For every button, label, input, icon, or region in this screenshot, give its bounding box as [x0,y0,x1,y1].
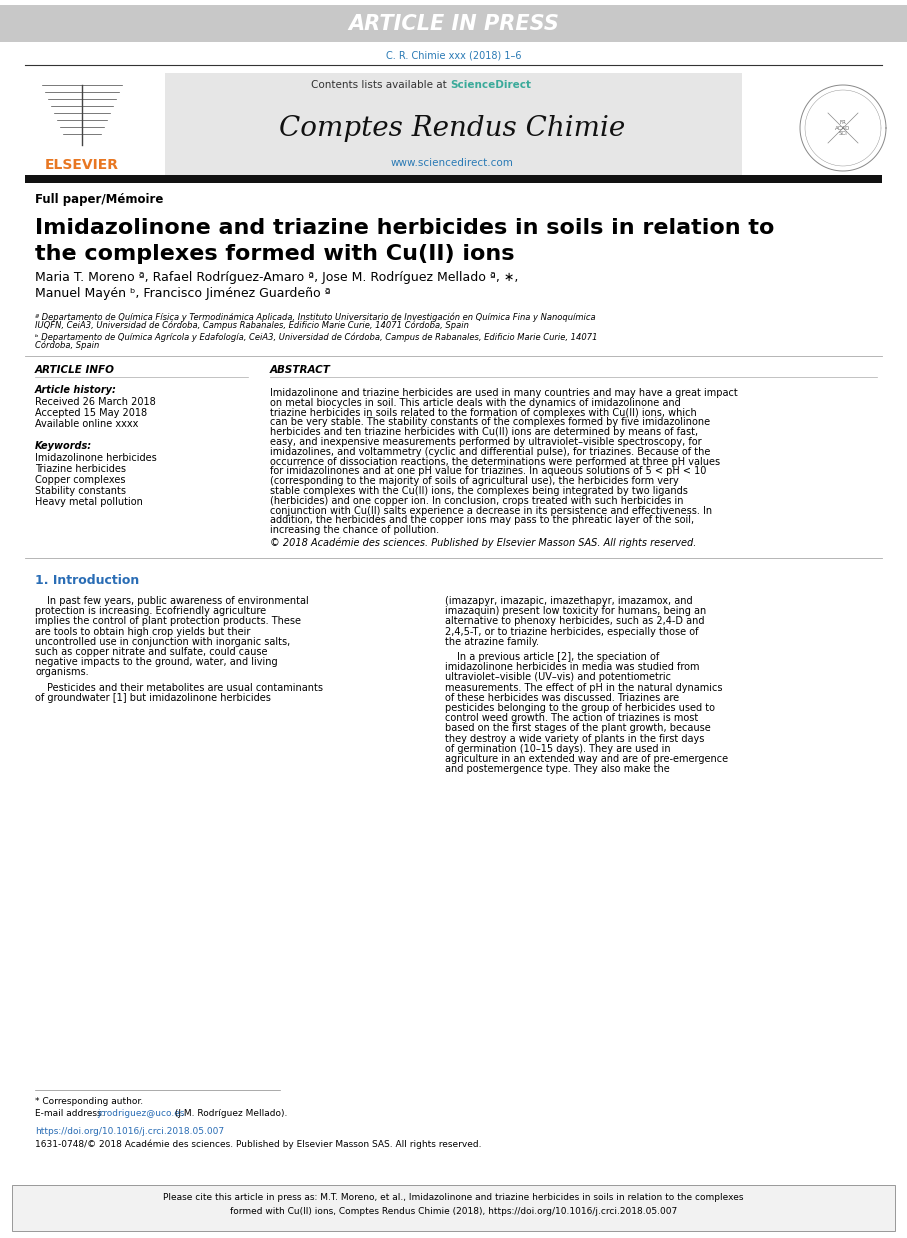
Text: implies the control of plant protection products. These: implies the control of plant protection … [35,617,301,626]
Text: ª Departamento de Química Física y Termodinámica Aplicada, Instituto Universitar: ª Departamento de Química Física y Termo… [35,312,596,322]
Bar [12,1185,895,1231]
Text: https://doi.org/10.1016/j.crci.2018.05.007: https://doi.org/10.1016/j.crci.2018.05.0… [35,1128,224,1136]
Text: Full paper/Mémoire: Full paper/Mémoire [35,193,163,207]
Text: Available online xxxx: Available online xxxx [35,418,139,430]
Text: In a previous article [2], the speciation of: In a previous article [2], the speciatio… [457,652,659,662]
Text: Contents lists available at: Contents lists available at [311,80,450,90]
Text: Manuel Mayén ᵇ, Francisco Jiménez Guardeño ª: Manuel Mayén ᵇ, Francisco Jiménez Guarde… [35,286,331,300]
Text: occurrence of dissociation reactions, the determinations were performed at three: occurrence of dissociation reactions, th… [270,457,720,467]
Text: FR
ACAD
SCI: FR ACAD SCI [835,120,851,136]
Text: Accepted 15 May 2018: Accepted 15 May 2018 [35,409,147,418]
Text: stable complexes with the Cu(II) ions, the complexes being integrated by two lig: stable complexes with the Cu(II) ions, t… [270,487,688,496]
Text: (imazapyr, imazapic, imazethapyr, imazamox, and: (imazapyr, imazapic, imazethapyr, imazam… [445,595,693,605]
Text: ABSTRACT: ABSTRACT [270,365,331,375]
Text: of these herbicides was discussed. Triazines are: of these herbicides was discussed. Triaz… [445,693,679,703]
Text: organisms.: organisms. [35,667,89,677]
Text: (herbicides) and one copper ion. In conclusion, crops treated with such herbicid: (herbicides) and one copper ion. In conc… [270,495,684,506]
Text: can be very stable. The stability constants of the complexes formed by five imid: can be very stable. The stability consta… [270,417,710,427]
Text: Comptes Rendus Chimie: Comptes Rendus Chimie [278,114,625,141]
Bar [25,73,140,155]
Text: control weed growth. The action of triazines is most: control weed growth. The action of triaz… [445,713,698,723]
Text: (J.M. Rodríguez Mellado).: (J.M. Rodríguez Mellado). [172,1109,288,1118]
Text: herbicides and ten triazine herbicides with Cu(II) ions are determined by means : herbicides and ten triazine herbicides w… [270,427,698,437]
Text: imidazolinone herbicides in media was studied from: imidazolinone herbicides in media was st… [445,662,699,672]
Text: 1631-0748/© 2018 Académie des sciences. Published by Elsevier Masson SAS. All ri: 1631-0748/© 2018 Académie des sciences. … [35,1139,482,1149]
Text: measurements. The effect of pH in the natural dynamics: measurements. The effect of pH in the na… [445,682,723,692]
Text: agriculture in an extended way and are of pre-emergence: agriculture in an extended way and are o… [445,754,728,764]
Text: 1. Introduction: 1. Introduction [35,573,140,587]
Text: Please cite this article in press as: M.T. Moreno, et al., Imidazolinone and tri: Please cite this article in press as: M.… [163,1193,744,1202]
Text: Triazine herbicides: Triazine herbicides [35,464,126,474]
Text: conjunction with Cu(II) salts experience a decrease in its persistence and effec: conjunction with Cu(II) salts experience… [270,505,712,515]
Bar [25,175,882,183]
Text: ultraviolet–visible (UV–vis) and potentiometric: ultraviolet–visible (UV–vis) and potenti… [445,672,671,682]
Text: of germination (10–15 days). They are used in: of germination (10–15 days). They are us… [445,744,670,754]
Text: on metal biocycles in soil. This article deals with the dynamics of imidazolinon: on metal biocycles in soil. This article… [270,397,681,407]
Text: Pesticides and their metabolites are usual contaminants: Pesticides and their metabolites are usu… [47,682,323,692]
Text: protection is increasing. Ecofriendly agriculture: protection is increasing. Ecofriendly ag… [35,607,266,617]
Text: Imidazolinone and triazine herbicides in soils in relation to: Imidazolinone and triazine herbicides in… [35,218,775,238]
Text: ARTICLE INFO: ARTICLE INFO [35,365,115,375]
Text: © 2018 Académie des sciences. Published by Elsevier Masson SAS. All rights reser: © 2018 Académie des sciences. Published … [270,539,697,548]
Text: addition, the herbicides and the copper ions may pass to the phreatic layer of t: addition, the herbicides and the copper … [270,515,694,525]
Text: pesticides belonging to the group of herbicides used to: pesticides belonging to the group of her… [445,703,715,713]
Text: are tools to obtain high crop yields but their: are tools to obtain high crop yields but… [35,626,250,636]
Text: and postemergence type. They also make the: and postemergence type. They also make t… [445,764,669,774]
Text: based on the first stages of the plant growth, because: based on the first stages of the plant g… [445,723,711,733]
Text: uncontrolled use in conjunction with inorganic salts,: uncontrolled use in conjunction with ino… [35,636,290,646]
Text: ᵇ Departamento de Química Agrícola y Edafología, CeiA3, Universidad de Córdoba, : ᵇ Departamento de Química Agrícola y Eda… [35,332,598,342]
Text: increasing the chance of pollution.: increasing the chance of pollution. [270,525,439,535]
Text: Heavy metal pollution: Heavy metal pollution [35,496,143,508]
Text: Imidazolinone and triazine herbicides are used in many countries and may have a : Imidazolinone and triazine herbicides ar… [270,387,737,397]
Bar [165,73,742,175]
Text: In past few years, public awareness of environmental: In past few years, public awareness of e… [47,595,308,605]
Text: IUQFN, CeiA3, Universidad de Córdoba, Campus Rabanales, Edificio Marie Curie, 14: IUQFN, CeiA3, Universidad de Córdoba, Ca… [35,321,469,331]
Text: imazaquin) present low toxicity for humans, being an: imazaquin) present low toxicity for huma… [445,607,707,617]
Text: Received 26 March 2018: Received 26 March 2018 [35,397,156,407]
Text: they destroy a wide variety of plants in the first days: they destroy a wide variety of plants in… [445,734,705,744]
Text: ARTICLE IN PRESS: ARTICLE IN PRESS [348,14,559,33]
Text: (corresponding to the majority of soils of agricultural use), the herbicides for: (corresponding to the majority of soils … [270,477,678,487]
Text: Article history:: Article history: [35,385,117,395]
Text: Córdoba, Spain: Córdoba, Spain [35,340,99,350]
Text: www.sciencedirect.com: www.sciencedirect.com [391,158,513,168]
Text: the complexes formed with Cu(II) ions: the complexes formed with Cu(II) ions [35,244,514,264]
Text: E-mail address:: E-mail address: [35,1109,107,1118]
Text: Maria T. Moreno ª, Rafael Rodríguez-Amaro ª, Jose M. Rodríguez Mellado ª, ∗,: Maria T. Moreno ª, Rafael Rodríguez-Amar… [35,271,519,285]
Text: the atrazine family.: the atrazine family. [445,636,539,646]
Text: Copper complexes: Copper complexes [35,475,125,485]
Text: * Corresponding author.: * Corresponding author. [35,1098,143,1107]
Text: imidazolines, and voltammetry (cyclic and differential pulse), for triazines. Be: imidazolines, and voltammetry (cyclic an… [270,447,710,457]
Text: Stability constants: Stability constants [35,487,126,496]
Text: Imidazolinone herbicides: Imidazolinone herbicides [35,453,157,463]
Text: triazine herbicides in soils related to the formation of complexes with Cu(II) i: triazine herbicides in soils related to … [270,407,697,417]
Text: Keywords:: Keywords: [35,441,93,451]
Text: alternative to phenoxy herbicides, such as 2,4-D and: alternative to phenoxy herbicides, such … [445,617,705,626]
Text: ScienceDirect: ScienceDirect [450,80,531,90]
Text: formed with Cu(II) ions, Comptes Rendus Chimie (2018), https://doi.org/10.1016/j: formed with Cu(II) ions, Comptes Rendus … [229,1207,678,1216]
Text: ELSEVIER: ELSEVIER [45,158,119,172]
Text: of groundwater [1] but imidazolinone herbicides: of groundwater [1] but imidazolinone her… [35,693,271,703]
Bar [0,5,907,42]
Text: negative impacts to the ground, water, and living: negative impacts to the ground, water, a… [35,657,278,667]
Text: jrrodriguez@uco.es: jrrodriguez@uco.es [97,1109,184,1118]
Text: 2,4,5-T, or to triazine herbicides, especially those of: 2,4,5-T, or to triazine herbicides, espe… [445,626,698,636]
Text: C. R. Chimie xxx (2018) 1–6: C. R. Chimie xxx (2018) 1–6 [385,50,522,59]
Text: easy, and inexpensive measurements performed by ultraviolet–visible spectroscopy: easy, and inexpensive measurements perfo… [270,437,702,447]
Text: such as copper nitrate and sulfate, could cause: such as copper nitrate and sulfate, coul… [35,647,268,657]
Text: for imidazolinones and at one pH value for triazines. In aqueous solutions of 5 : for imidazolinones and at one pH value f… [270,467,707,477]
